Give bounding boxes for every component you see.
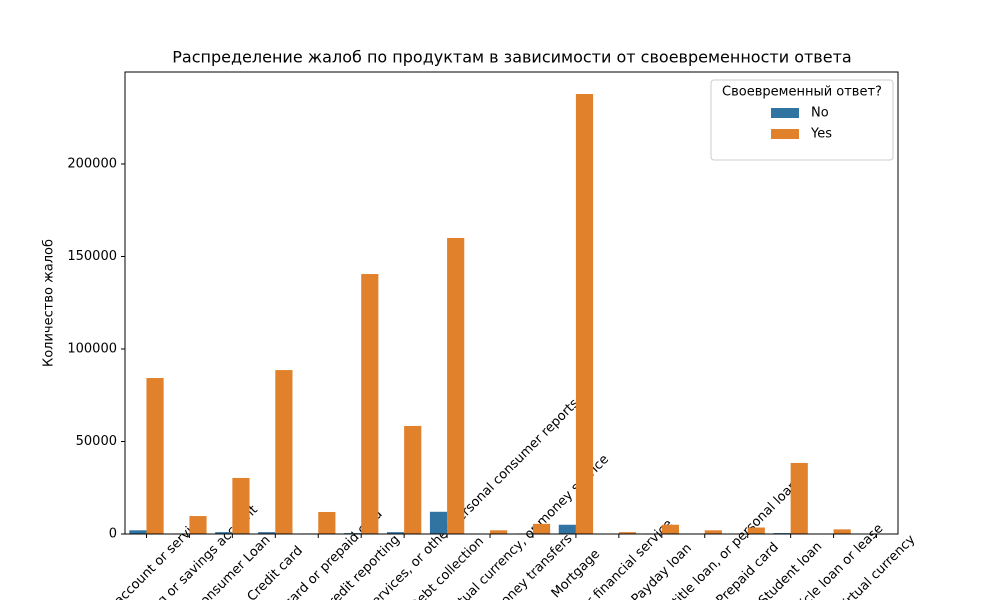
bar <box>189 516 207 534</box>
legend-title: Своевременный ответ? <box>722 85 882 100</box>
bar <box>490 530 508 534</box>
bar <box>747 527 765 534</box>
bar <box>404 425 422 534</box>
bar <box>429 511 448 534</box>
plot-frame <box>124 71 899 535</box>
y-tick-label: 150000 <box>67 249 117 264</box>
bar <box>146 378 164 534</box>
bar <box>232 477 250 534</box>
bar <box>386 532 405 534</box>
bar <box>661 524 679 534</box>
legend-label: Yes <box>810 127 832 142</box>
legend-swatch <box>771 108 799 118</box>
bar <box>275 370 293 534</box>
bar <box>532 523 551 534</box>
bar <box>318 511 336 534</box>
bar <box>575 94 594 534</box>
bar <box>129 530 147 534</box>
bar <box>447 237 465 534</box>
bar <box>618 532 637 534</box>
y-tick-label: 0 <box>109 527 117 542</box>
bar <box>704 530 722 534</box>
chart-title: Распределение жалоб по продуктам в завис… <box>172 48 851 67</box>
bar <box>833 529 851 534</box>
bar <box>558 524 576 534</box>
legend-swatch <box>771 129 799 139</box>
bar <box>215 532 233 534</box>
bar <box>258 532 276 534</box>
legend-box <box>710 79 894 161</box>
legend-label: No <box>811 106 829 121</box>
bar <box>361 274 379 534</box>
bar <box>790 462 808 534</box>
y-tick-label: 100000 <box>67 341 117 356</box>
y-axis-label: Количество жалоб <box>42 239 57 367</box>
y-tick-label: 200000 <box>67 156 117 171</box>
y-tick-label: 50000 <box>76 434 117 449</box>
